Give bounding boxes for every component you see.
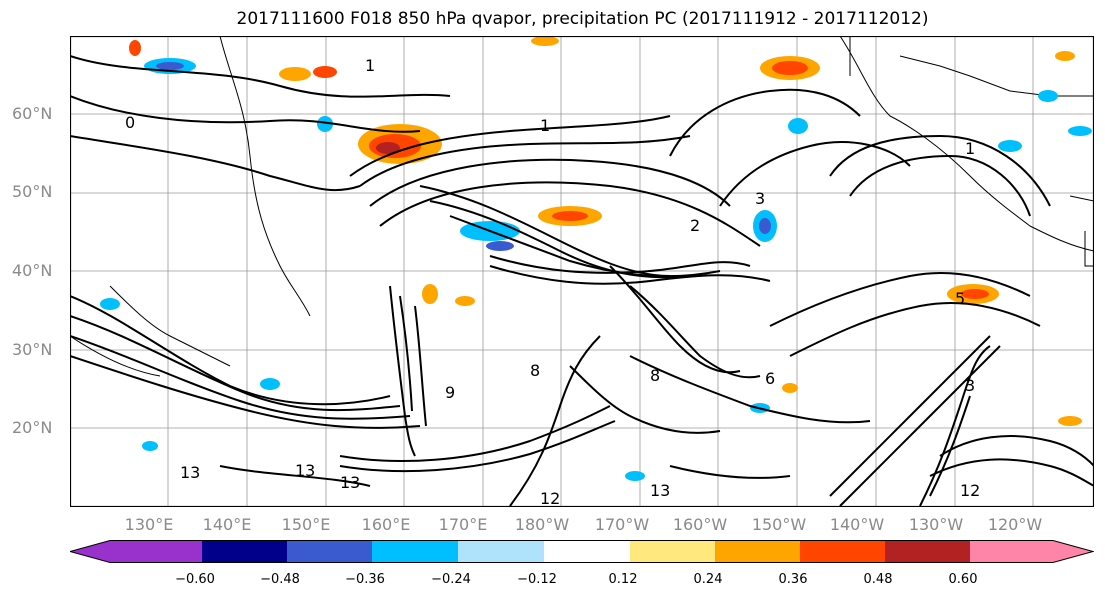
colorbar-cell (372, 540, 458, 563)
colorbar-cell (630, 540, 715, 563)
colorbar-tick-label: 0.48 (863, 572, 893, 587)
lon-label: 120°W (987, 515, 1043, 534)
lon-label: 140°E (202, 515, 252, 534)
colorbar-cell (110, 540, 202, 563)
colorbar-extend-high (1053, 540, 1093, 563)
contour-label: 1 (540, 116, 550, 135)
contour-label: 0 (125, 113, 135, 132)
lat-label: 60°N (12, 104, 53, 123)
colorbar-extend-low (70, 540, 110, 563)
coastlines (70, 36, 1094, 377)
colorbar-cells (70, 540, 1093, 563)
contour-label: 12 (960, 481, 980, 500)
contour-label: 3 (755, 189, 765, 208)
lat-label: 50°N (12, 182, 53, 201)
lat-label: 30°N (12, 340, 53, 359)
colorbar-tick-label: −0.60 (175, 572, 215, 587)
map-title: 2017111600 F018 850 hPa qvapor, precipit… (236, 9, 929, 29)
lon-label: 160°E (361, 515, 411, 534)
lon-label: 170°E (438, 515, 488, 534)
contour-label: 13 (340, 473, 360, 492)
contour-label: 13 (295, 461, 315, 480)
colorbar-cell (800, 540, 885, 563)
lon-label: 130°W (908, 515, 964, 534)
contour-label-group: 1 0 1 1 2 3 8 9 13 12 13 13 6 8 3 5 13 1… (125, 56, 980, 507)
contour-label: 12 (540, 489, 560, 507)
colorbar-cell (715, 540, 800, 563)
contour-label: 8 (650, 366, 660, 385)
contour-label: 8 (530, 361, 540, 380)
colorbar-cell (287, 540, 372, 563)
map-frame (70, 36, 1094, 507)
colorbar-tick-label: −0.24 (431, 572, 471, 587)
colorbar-cell (458, 540, 544, 563)
contour-label: 9 (445, 383, 455, 402)
colorbar-tick-label: 0.36 (778, 572, 808, 587)
lon-label: 150°W (751, 515, 807, 534)
lat-label: 40°N (12, 261, 53, 280)
qvapor-contours (70, 55, 1094, 507)
precip-shading (100, 36, 1092, 481)
contour-label: 6 (765, 369, 775, 388)
colorbar-outline (70, 540, 1094, 563)
contour-label: 1 (365, 56, 375, 75)
contour-label: 1 (965, 139, 975, 158)
colorbar-cell (544, 540, 630, 563)
colorbar-cell (202, 540, 287, 563)
colorbar-tick-label: −0.12 (517, 572, 557, 587)
contour-label: 2 (690, 216, 700, 235)
contour-label: 13 (180, 463, 200, 482)
colorbar (70, 540, 1094, 563)
colorbar-tick-label: 0.12 (608, 572, 638, 587)
colorbar-tick-label: −0.48 (260, 572, 300, 587)
colorbar-cell (885, 540, 970, 563)
lon-label: 180°W (514, 515, 570, 534)
contour-label: 13 (650, 481, 670, 500)
lon-label: 130°E (124, 515, 174, 534)
contour-label: 5 (955, 289, 965, 308)
lon-label: 150°E (281, 515, 331, 534)
lon-label: 160°W (672, 515, 728, 534)
map-canvas: 1 0 1 1 2 3 8 9 13 12 13 13 6 8 3 5 13 1… (70, 36, 1094, 507)
lat-label: 20°N (12, 418, 53, 437)
colorbar-cell (970, 540, 1053, 563)
lon-label: 140°W (829, 515, 885, 534)
lon-label: 170°W (594, 515, 650, 534)
contour-label: 3 (965, 376, 975, 395)
map-panel[interactable]: 1 0 1 1 2 3 8 9 13 12 13 13 6 8 3 5 13 1… (70, 36, 1094, 507)
colorbar-tick-label: −0.36 (345, 572, 385, 587)
colorbar-tick-label: 0.60 (948, 572, 978, 587)
colorbar-tick-label: 0.24 (693, 572, 723, 587)
